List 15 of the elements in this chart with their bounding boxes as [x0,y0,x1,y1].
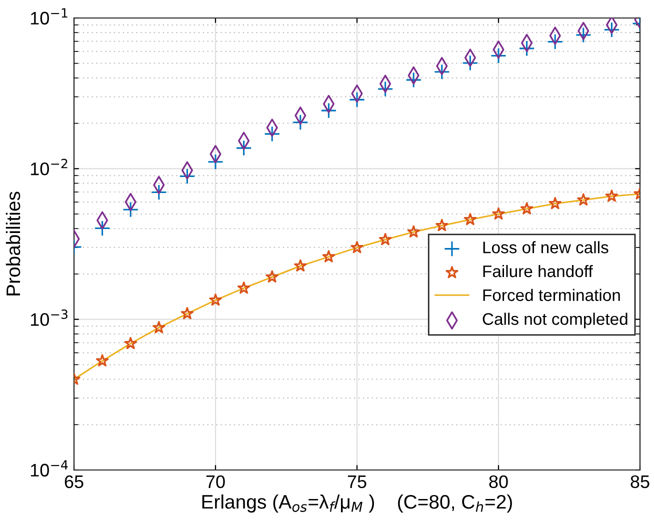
x-tick-label: 65 [64,475,84,488]
legend-label: Forced termination [483,288,620,302]
y-tick-label: 10$^{−2}$ [30,158,68,176]
y-tick-label: 10$^{−3}$ [30,309,68,326]
x-tick-label: 75 [348,476,366,488]
x-tick-label: 70 [206,475,225,488]
legend-label: Loss of new calls [483,241,608,254]
y-axis-title: Probabilities [6,192,20,296]
legend-label: Failure handoff [483,264,593,278]
text: Erlangs (A$_{os}$=λ$_{f}$/μ$_{M}$ ) (C=80, C$_{h}$=2) [202,494,512,513]
x-tick-label: 80 [489,475,508,488]
x-tick-label: 85 [630,475,650,488]
legend-label: Calls not completed [482,312,628,328]
y-tick-label: 10$^{−1}$ [30,8,68,25]
y-tick-label: 10$^{−4}$ [30,460,68,477]
